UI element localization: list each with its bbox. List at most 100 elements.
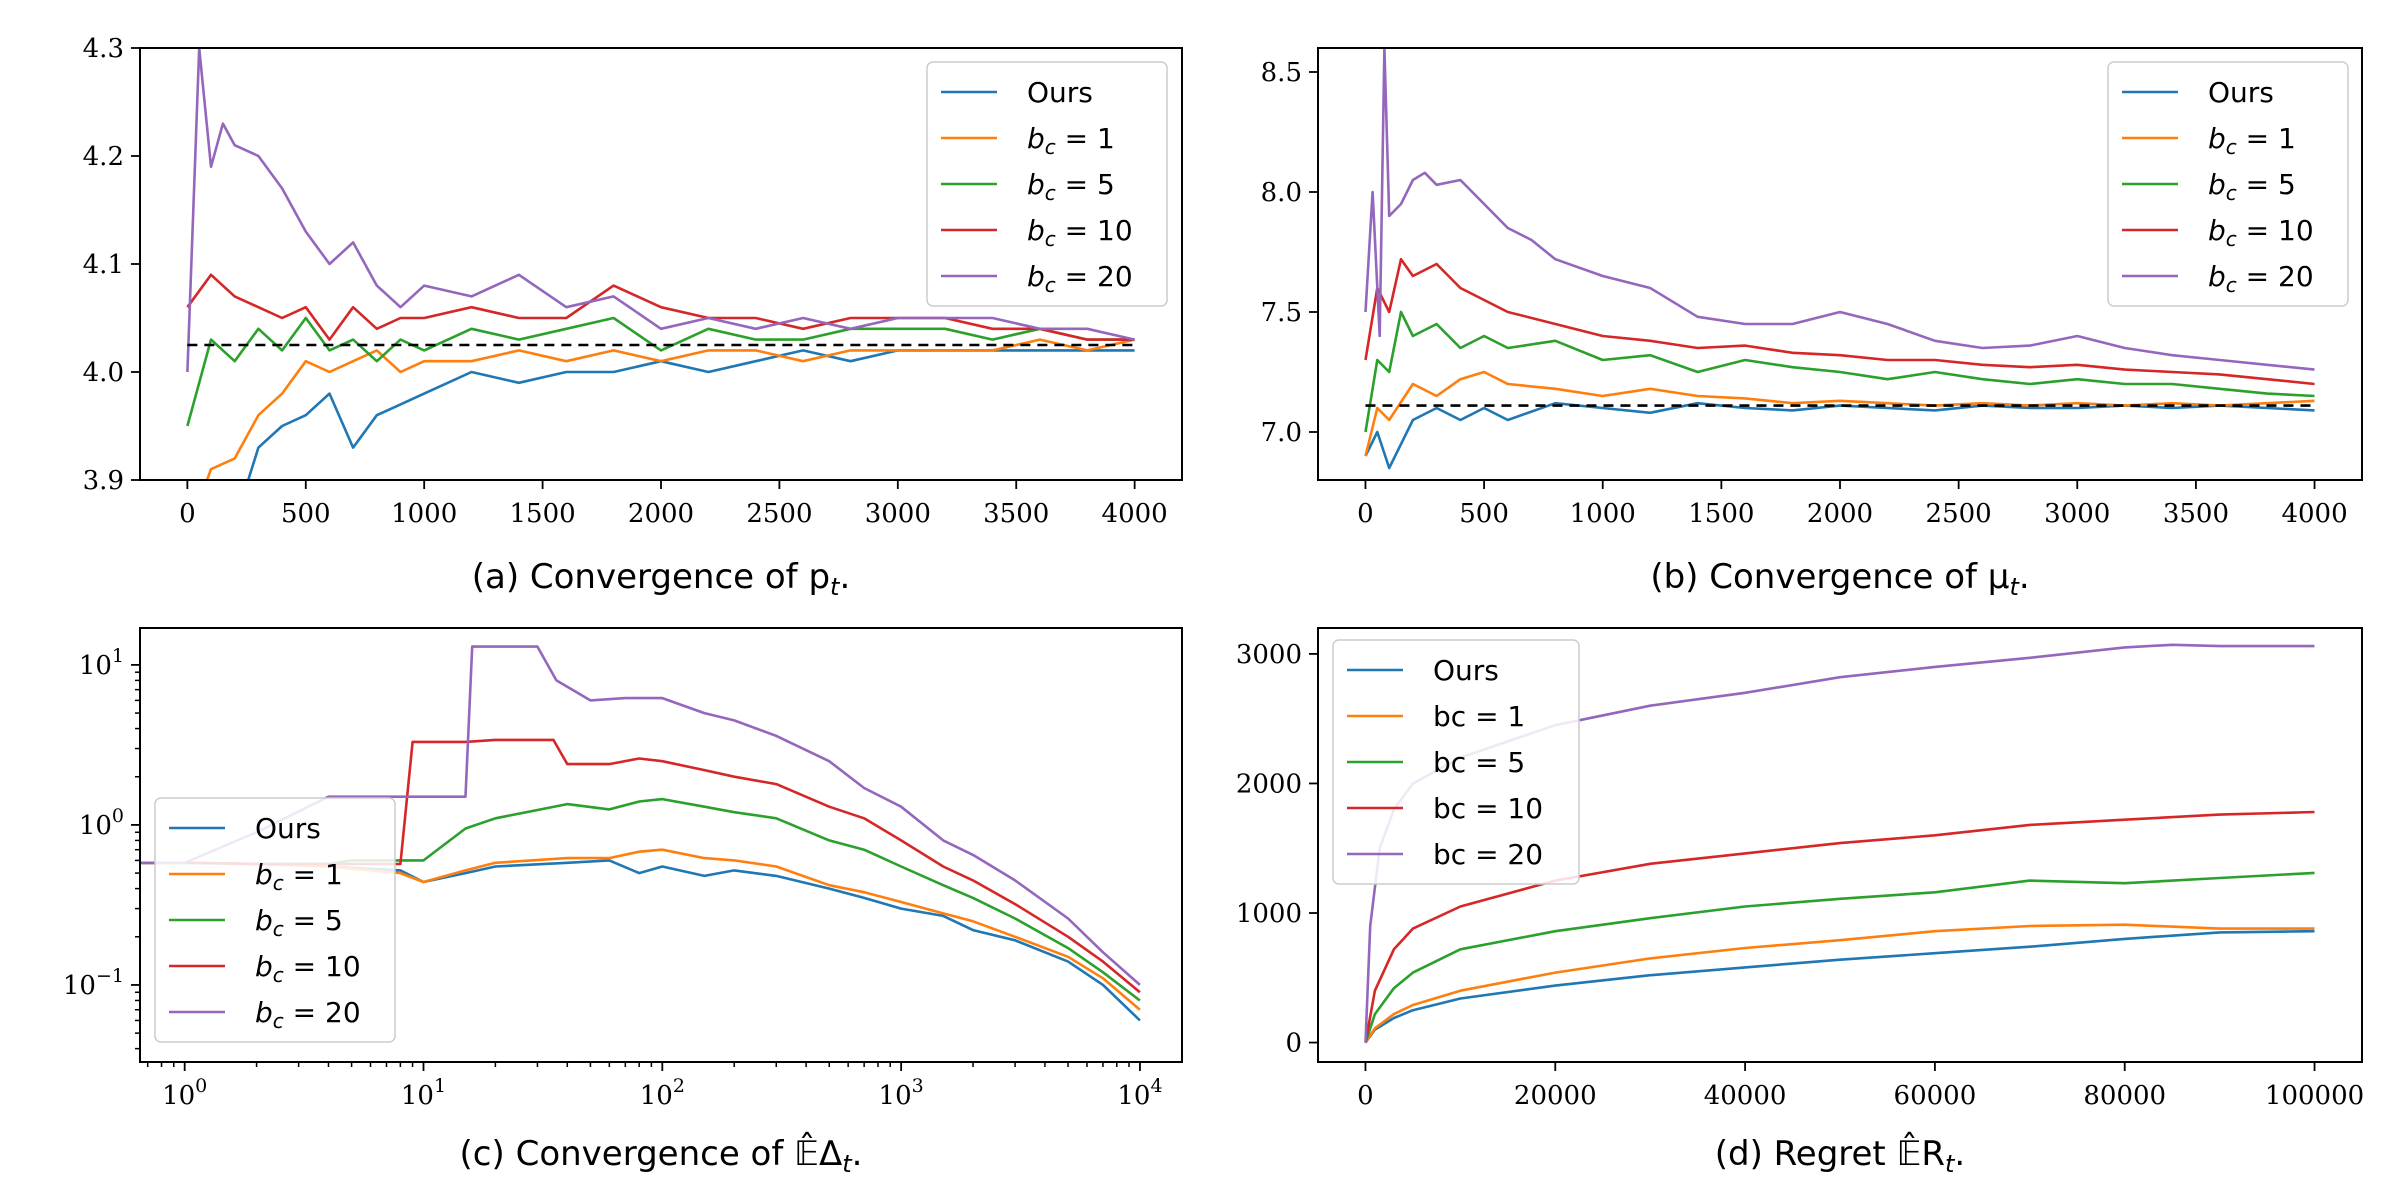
- plot-area: [186, 48, 1135, 480]
- y-tick-label: 4.2: [83, 142, 124, 172]
- x-tick-label: 2500: [1926, 499, 1992, 529]
- x-tick-label: 101: [401, 1075, 446, 1111]
- y-tick-label: 4.3: [83, 34, 124, 64]
- x-tick-label: 3500: [983, 499, 1049, 529]
- series-line-bc20: [1364, 48, 2315, 371]
- series-line-bc1: [1364, 370, 2315, 457]
- legend-label-bc5: bc = 5: [255, 904, 343, 941]
- panel-b: 0 500 1000 1500 2000 2500 3000 3500 4000 7.0 7.5 8.…: [1261, 47, 2363, 601]
- x-tick-label: 104: [1117, 1075, 1162, 1111]
- y-tick-label: 2000: [1236, 769, 1302, 799]
- y-tick-label: 4.0: [83, 358, 124, 388]
- series-line-bc1: [1364, 923, 2315, 1044]
- x-tick-label: 500: [1459, 499, 1509, 529]
- caption-b: (b) Convergence of μt.: [1650, 557, 2029, 601]
- y-tick-label: 8.0: [1261, 178, 1302, 208]
- x-tick-label: 2000: [1807, 499, 1873, 529]
- caption-d: (d) Regret 𝔼̂Rt.: [1715, 1132, 1965, 1178]
- x-tick-label: 100: [162, 1075, 207, 1111]
- x-tick-label: 3000: [2044, 499, 2110, 529]
- legend-box: [154, 797, 396, 1043]
- y-tick-label: 3.9: [83, 466, 124, 496]
- x-tick-label: 1500: [510, 499, 576, 529]
- series-line-ours: [1364, 401, 2315, 470]
- y-tick-label: 100: [79, 805, 124, 841]
- legend-label-bc1: bc = 1: [255, 858, 343, 895]
- x-tick-label: 80000: [2083, 1081, 2166, 1111]
- x-tick-label: 100000: [2265, 1081, 2364, 1111]
- x-tick-label: 40000: [1704, 1081, 1787, 1111]
- legend: Ours bc = 1 bc = 5 bc = 10 bc = 20: [2107, 61, 2349, 307]
- legend-label-ours: Ours: [1027, 76, 1093, 109]
- y-tick-label: 8.5: [1261, 58, 1302, 88]
- legend-label-bc1: bc = 1: [2208, 122, 2296, 159]
- legend-label-ours: Ours: [255, 812, 321, 845]
- series-line-ours: [246, 349, 1135, 480]
- legend-label-ours: Ours: [2208, 76, 2274, 109]
- legend-box: [1332, 639, 1580, 885]
- axes-frame: [139, 47, 1183, 481]
- legend-label-bc10: bc = 10: [2208, 214, 2314, 251]
- y-tick-label: 7.5: [1261, 298, 1302, 328]
- panel-a: 0 500 1000 1500 2000 2500 3000 3500 4000 3.9 4.0 4.…: [83, 34, 1183, 601]
- legend-label-bc5: bc = 5: [1433, 746, 1525, 779]
- axes-frame: [1317, 47, 2363, 481]
- caption-c: (c) Convergence of 𝔼̂Δt.: [460, 1132, 863, 1178]
- y-tick-label: 101: [79, 645, 124, 681]
- series-line-bc5: [1364, 871, 2315, 1044]
- legend: Ours bc = 1 bc = 5 bc = 10 bc = 20: [1332, 639, 1580, 885]
- x-tick-label: 60000: [1894, 1081, 1977, 1111]
- legend-label-bc5: bc = 5: [1027, 168, 1115, 205]
- y-tick-label: 7.0: [1261, 418, 1302, 448]
- legend-label-bc20: bc = 20: [1027, 260, 1133, 297]
- y-tick-label: 10−1: [63, 965, 124, 1001]
- legend-box: [926, 61, 1168, 307]
- legend-label-bc10: bc = 10: [1433, 792, 1543, 825]
- x-tick-label: 4000: [2281, 499, 2347, 529]
- legend: Ours bc = 1 bc = 5 bc = 10 bc = 20: [154, 797, 396, 1043]
- panel-d: 0 20000 40000 60000 80000 100000 0 1000 2000 3000…: [1236, 627, 2364, 1178]
- x-tick-label: 1000: [1570, 499, 1636, 529]
- legend-label-bc10: bc = 10: [1027, 214, 1133, 251]
- y-tick-label: 3000: [1236, 640, 1302, 670]
- x-tick-label: 1500: [1688, 499, 1754, 529]
- legend-label-ours: Ours: [1433, 654, 1499, 687]
- legend-label-bc5: bc = 5: [2208, 168, 2296, 205]
- plot-area: [1364, 48, 2315, 470]
- series-line-bc10: [1364, 257, 2315, 386]
- series-line-bc5: [1364, 310, 2315, 433]
- legend-label-bc10: bc = 10: [255, 950, 361, 987]
- x-tick-label: 3500: [2163, 499, 2229, 529]
- series-line-bc20: [186, 48, 1135, 373]
- panel-c: 100 101 102 103 104 10−1 100 101 Ours bc = 1 bc = …: [63, 627, 1183, 1178]
- legend-label-bc20: bc = 20: [255, 996, 361, 1033]
- series-line-bc20: [140, 645, 1141, 986]
- series-line-bc10: [1364, 810, 2315, 1043]
- y-tick-label: 1000: [1236, 899, 1302, 929]
- x-tick-label: 1000: [391, 499, 457, 529]
- legend-box: [2107, 61, 2349, 307]
- x-tick-label: 103: [879, 1075, 924, 1111]
- x-tick-label: 0: [1357, 499, 1374, 529]
- x-tick-label: 2000: [628, 499, 694, 529]
- series-line-bc10: [140, 738, 1141, 994]
- series-line-bc1: [205, 338, 1135, 480]
- caption-a: (a) Convergence of pt.: [472, 557, 851, 601]
- legend-label-bc1: bc = 1: [1433, 700, 1525, 733]
- x-tick-label: 20000: [1514, 1081, 1597, 1111]
- x-tick-label: 3000: [865, 499, 931, 529]
- y-tick-label: 4.1: [83, 250, 124, 280]
- x-tick-label: 2500: [746, 499, 812, 529]
- axes-frame: [139, 627, 1183, 1063]
- x-tick-label: 102: [640, 1075, 685, 1111]
- legend-label-bc20: bc = 20: [2208, 260, 2314, 297]
- legend-label-bc1: bc = 1: [1027, 122, 1115, 159]
- y-tick-label: 0: [1285, 1029, 1302, 1059]
- legend-label-bc20: bc = 20: [1433, 838, 1543, 871]
- x-tick-label: 0: [1357, 1081, 1374, 1111]
- legend: Ours bc = 1 bc = 5 bc = 10 bc = 20: [926, 61, 1168, 307]
- x-tick-label: 500: [281, 499, 331, 529]
- x-tick-label: 0: [179, 499, 196, 529]
- series-line-bc5: [186, 316, 1135, 427]
